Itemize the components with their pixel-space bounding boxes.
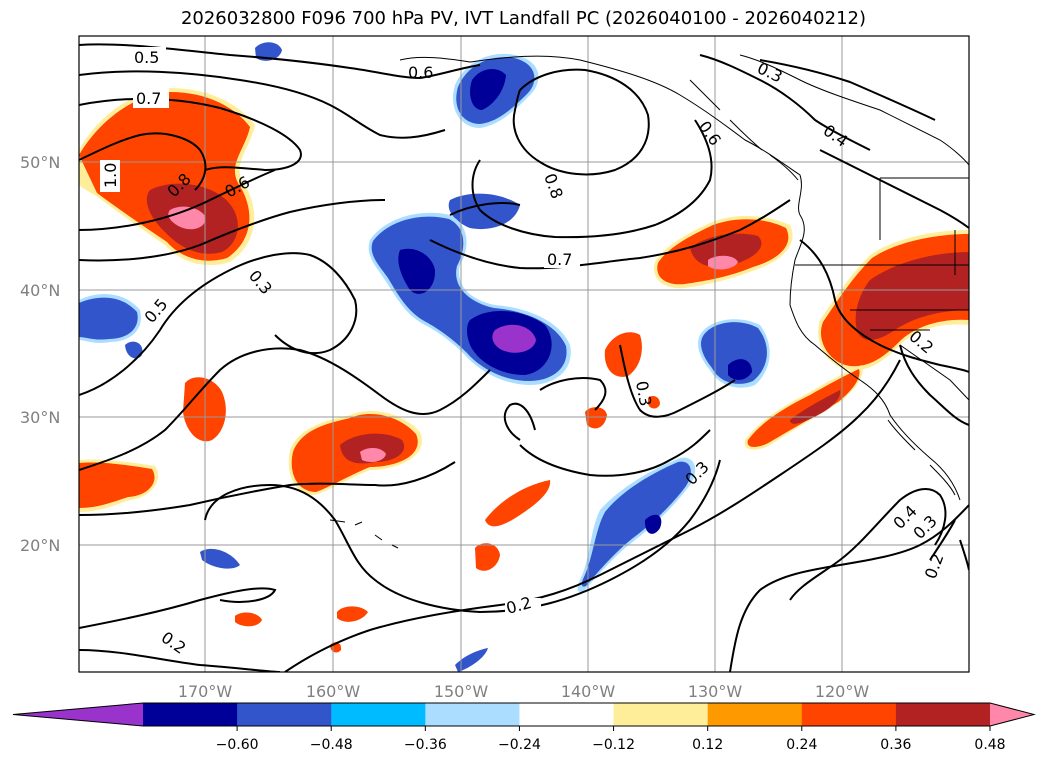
colorbar-extend-max — [990, 703, 1034, 726]
contour-label: 0.7 — [136, 89, 161, 108]
colorbar-segment — [707, 703, 803, 726]
contour-label: 1.0 — [101, 163, 120, 188]
colorbar-outline — [12, 702, 1036, 727]
lon-label: 160°W — [306, 682, 361, 701]
lon-label: 150°W — [434, 682, 489, 701]
contour-label: 0.3 — [632, 379, 655, 407]
coastlines — [329, 54, 969, 549]
colorbar-segment — [801, 703, 897, 726]
colorbar-tick-label: 0.48 — [974, 737, 1005, 753]
colorbar-segment — [331, 703, 426, 726]
colorbar-tick-label: 0.36 — [880, 737, 911, 753]
colorbar-tick-label: −0.48 — [310, 737, 353, 753]
colorbar-tick-label: −0.12 — [592, 737, 635, 753]
positive-shading — [79, 88, 969, 653]
lat-label: 40°N — [20, 281, 60, 300]
pv-contours — [79, 43, 969, 672]
negative-shading — [79, 42, 770, 672]
longitude-labels: 170°W 160°W 150°W 140°W 130°W 120°W — [178, 682, 870, 701]
lon-label: 170°W — [178, 682, 233, 701]
colorbar-segment — [613, 703, 709, 726]
colorbar-tick-label: 0.24 — [786, 737, 817, 753]
map-title: 2026032800 F096 700 hPa PV, IVT Landfall… — [180, 8, 867, 29]
graticule — [79, 36, 969, 672]
colorbar-segment — [143, 703, 238, 726]
colorbar-extend-min — [13, 703, 143, 726]
lon-label: 130°W — [688, 682, 743, 701]
lat-label: 20°N — [20, 536, 60, 555]
lat-label: 30°N — [20, 408, 60, 427]
map-panel: 0.5 0.7 1.0 0.8 0.6 0.5 0.3 0.6 0.8 0.7 … — [79, 36, 969, 672]
colorbar-segment — [425, 703, 520, 726]
map-frame — [78, 35, 970, 673]
colorbar-segment — [237, 703, 332, 726]
lon-label: 120°W — [815, 682, 870, 701]
colorbar-tick-label: −0.60 — [216, 737, 259, 753]
colorbar-tick-label: −0.36 — [404, 737, 447, 753]
contour-label: 0.6 — [408, 63, 433, 82]
lon-label: 140°W — [561, 682, 616, 701]
lat-label: 50°N — [20, 153, 60, 172]
contour-label: 0.7 — [547, 250, 572, 269]
colorbar-tick-label: −0.24 — [498, 737, 541, 753]
colorbar-tick-label: 0.12 — [692, 737, 723, 753]
colorbar-segment — [519, 703, 615, 726]
latitude-labels: 50°N 40°N 30°N 20°N — [20, 153, 60, 555]
colorbar: −0.60 −0.48 −0.36 −0.24 −0.12 0.12 0.24 0.36 0.4… — [12, 702, 1036, 753]
contour-label: 0.5 — [134, 48, 159, 67]
colorbar-segment — [895, 703, 991, 726]
